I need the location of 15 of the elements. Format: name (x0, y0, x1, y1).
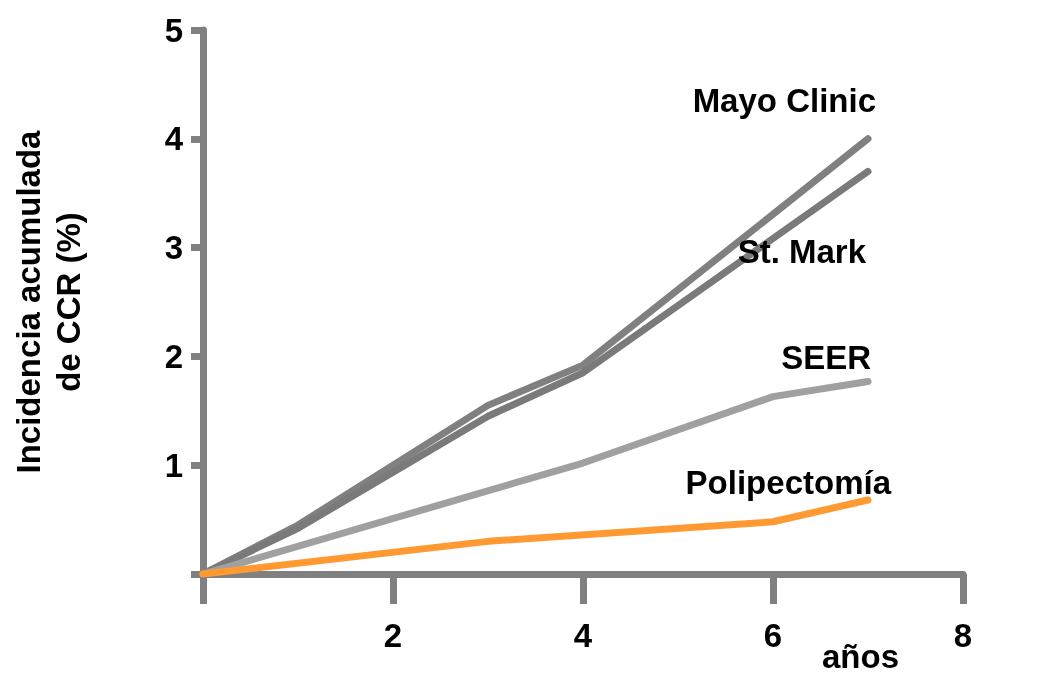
series-label: Mayo Clinic (692, 82, 876, 120)
y-tick-label: 3 (164, 229, 183, 267)
series-label: Polipectomía (685, 463, 892, 501)
x-tick-label: 6 (763, 617, 783, 654)
y-axis-title: Incidencia acumulada de CCR (%) (9, 129, 87, 474)
x-tick-label: 4 (573, 617, 593, 654)
y-tick-label: 2 (164, 337, 183, 375)
x-tick-label: 8 (953, 617, 973, 654)
y-tick-label: 5 (164, 11, 183, 49)
y-tick-label: 1 (164, 446, 183, 484)
series-label: St. Mark (737, 232, 867, 270)
x-tick-label: 2 (383, 617, 403, 654)
x-axis-title: años (822, 638, 900, 675)
series-label: SEER (781, 338, 872, 376)
y-tick-label: 4 (164, 120, 184, 158)
